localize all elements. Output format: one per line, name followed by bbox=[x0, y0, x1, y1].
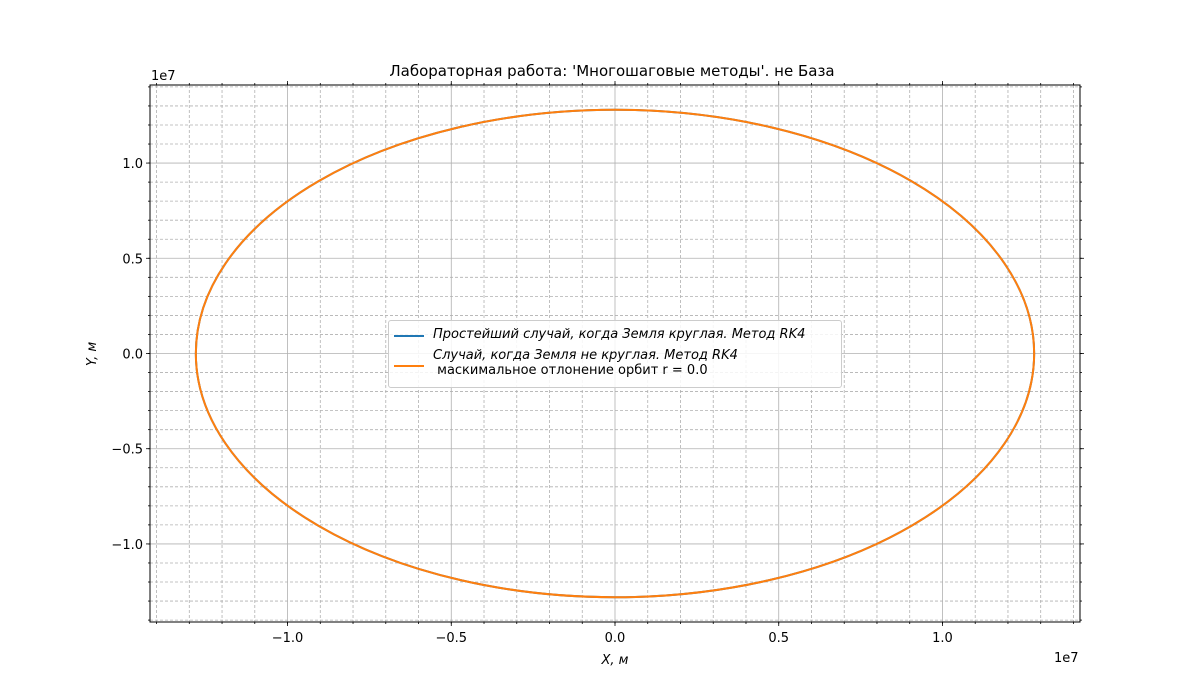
y-tick-label: 0.5 bbox=[122, 252, 143, 267]
ticks-layer: −1.0 −0.5 0.0 0.5 1.0 −1.0 −0.5 0.0 0.5 1.0 bbox=[111, 81, 1084, 646]
legend: Простейший случай, когда Земля круглая. … bbox=[388, 320, 842, 388]
y-tick-label: −0.5 bbox=[111, 443, 143, 458]
x-tick-label: −0.5 bbox=[435, 631, 467, 646]
legend-swatch-nonround-earth bbox=[394, 365, 424, 367]
x-offset-label: 1e7 bbox=[1054, 651, 1079, 666]
x-tick-label: −1.0 bbox=[272, 631, 304, 646]
legend-swatch-round-earth bbox=[394, 335, 424, 337]
legend-label-round-earth: Простейший случай, когда Земля круглая. … bbox=[433, 327, 805, 342]
x-tick-label: 0.5 bbox=[768, 631, 789, 646]
orbit-nonround-earth bbox=[194, 108, 1036, 599]
legend-entry-round-earth: Простейший случай, когда Земля круглая. … bbox=[389, 325, 841, 347]
x-tick-label: 1.0 bbox=[932, 631, 953, 646]
legend-label-nonround-earth-deviation: маскимальное отлонение орбит r = 0.0 bbox=[433, 363, 708, 378]
legend-label-nonround-earth: Случай, когда Земля не круглая. Метод RK… bbox=[433, 348, 738, 378]
legend-entry-nonround-earth: Случай, когда Земля не круглая. Метод RK… bbox=[389, 347, 841, 387]
y-tick-label: 1.0 bbox=[122, 157, 143, 172]
y-tick-label: −1.0 bbox=[111, 538, 143, 553]
x-axis-label: X, м bbox=[601, 653, 629, 668]
chart-title: Лабораторная работа: 'Многошаговые метод… bbox=[389, 62, 834, 80]
legend-label-round-earth-text: Простейший случай, когда Земля круглая. … bbox=[433, 327, 806, 342]
y-offset-label: 1e7 bbox=[151, 69, 176, 84]
y-tick-label: 0.0 bbox=[122, 348, 143, 363]
y-axis-label: Y, м bbox=[85, 342, 100, 367]
x-tick-label: 0.0 bbox=[605, 631, 626, 646]
legend-label-nonround-earth-text: Случай, когда Земля не круглая. Метод RK… bbox=[433, 348, 738, 363]
series-layer bbox=[194, 108, 1036, 599]
